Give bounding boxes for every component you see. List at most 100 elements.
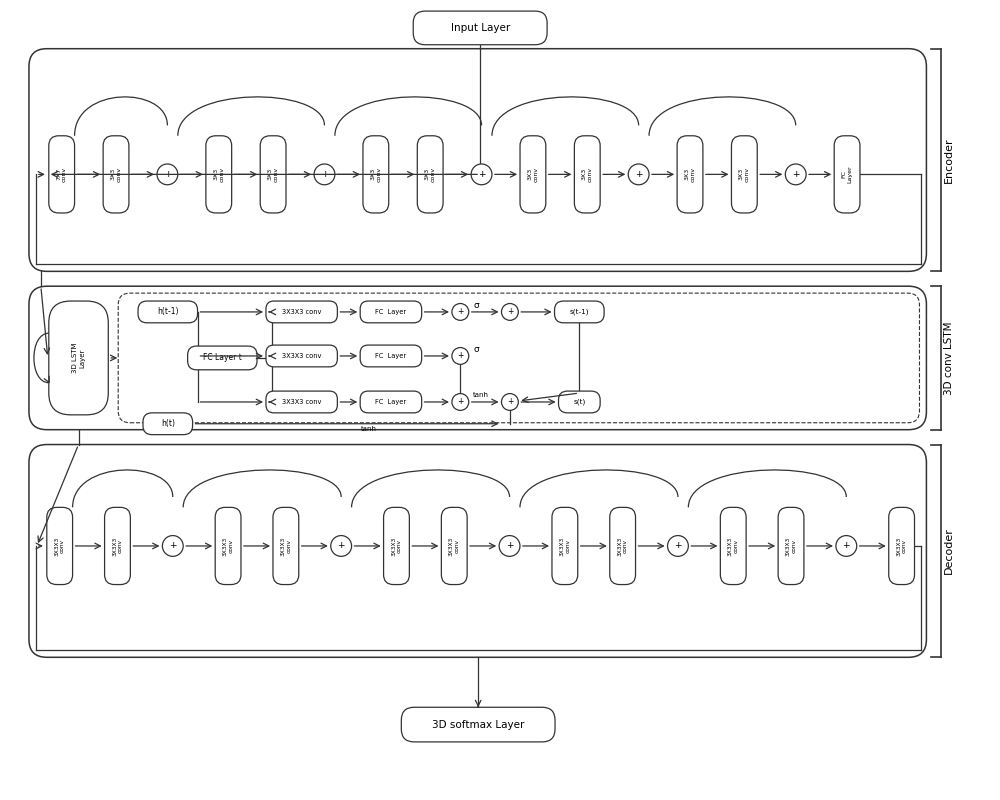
FancyBboxPatch shape [574,136,600,213]
Text: 3D LSTM
Layer: 3D LSTM Layer [72,342,85,373]
FancyBboxPatch shape [49,136,75,213]
Circle shape [785,164,806,185]
Text: +: + [506,542,513,550]
Text: h(t): h(t) [161,419,175,428]
Text: s(t): s(t) [573,398,585,406]
Circle shape [501,303,518,320]
Circle shape [452,347,469,364]
FancyBboxPatch shape [266,345,337,367]
Circle shape [836,535,857,556]
FancyBboxPatch shape [29,445,926,658]
FancyBboxPatch shape [47,507,73,585]
Text: +: + [164,170,171,179]
FancyBboxPatch shape [720,507,746,585]
Text: Decoder: Decoder [944,527,954,574]
Text: 3X3
conv: 3X3 conv [739,167,750,182]
Text: 3X3
conv: 3X3 conv [213,167,224,182]
Text: +: + [169,542,177,550]
Text: FC  Layer: FC Layer [375,353,406,359]
Circle shape [499,535,520,556]
Text: FC
Layer: FC Layer [842,166,852,183]
FancyBboxPatch shape [29,49,926,271]
Text: s(t-1): s(t-1) [570,309,589,315]
FancyBboxPatch shape [266,391,337,413]
Text: +: + [457,351,464,361]
Text: 3X3X3 conv: 3X3X3 conv [282,399,321,405]
Text: 3X3X3 conv: 3X3X3 conv [282,353,321,359]
Text: FC  Layer: FC Layer [375,399,406,405]
Text: 3X3
conv: 3X3 conv [425,167,436,182]
Text: h(t-1): h(t-1) [157,307,179,317]
Text: σ: σ [473,301,479,310]
Circle shape [501,394,518,410]
Text: +: + [321,170,328,179]
FancyBboxPatch shape [677,136,703,213]
FancyBboxPatch shape [555,301,604,323]
Text: 3X3X3
conv: 3X3X3 conv [54,536,65,555]
FancyBboxPatch shape [363,136,389,213]
FancyBboxPatch shape [138,301,198,323]
FancyBboxPatch shape [413,11,547,45]
FancyBboxPatch shape [49,301,108,415]
Text: 3X3
conv: 3X3 conv [685,167,695,182]
Text: tanh: tanh [473,392,489,398]
Circle shape [628,164,649,185]
Text: 3X3
conv: 3X3 conv [370,167,381,182]
Text: +: + [635,170,642,179]
FancyBboxPatch shape [552,507,578,585]
FancyBboxPatch shape [889,507,915,585]
Text: tanh: tanh [361,426,377,432]
Circle shape [162,535,183,556]
Text: FC Layer t: FC Layer t [203,354,242,362]
FancyBboxPatch shape [520,136,546,213]
Text: +: + [792,170,799,179]
Text: 3X3X3
conv: 3X3X3 conv [786,536,796,555]
Text: +: + [478,170,485,179]
Text: 3D softmax Layer: 3D softmax Layer [432,719,524,730]
Circle shape [331,535,352,556]
Circle shape [668,535,688,556]
FancyBboxPatch shape [188,346,257,370]
Text: 3X3X3
conv: 3X3X3 conv [559,536,570,555]
FancyBboxPatch shape [610,507,636,585]
Text: 3X3X3 conv: 3X3X3 conv [282,309,321,315]
Text: 3X3X3
conv: 3X3X3 conv [728,536,739,555]
FancyBboxPatch shape [273,507,299,585]
FancyBboxPatch shape [417,136,443,213]
Text: 3X3X3
conv: 3X3X3 conv [391,536,402,555]
FancyBboxPatch shape [360,301,422,323]
FancyBboxPatch shape [401,707,555,742]
Text: +: + [507,307,513,317]
Text: +: + [843,542,850,550]
Text: σ: σ [473,345,479,354]
Circle shape [157,164,178,185]
FancyBboxPatch shape [206,136,232,213]
FancyBboxPatch shape [360,345,422,367]
Text: Input Layer: Input Layer [451,23,510,33]
Text: 3X3
conv: 3X3 conv [528,167,538,182]
Text: 7X7
conv: 7X7 conv [56,167,67,182]
FancyBboxPatch shape [103,136,129,213]
Text: FC  Layer: FC Layer [375,309,406,315]
FancyBboxPatch shape [29,286,926,430]
FancyBboxPatch shape [778,507,804,585]
Circle shape [452,394,469,410]
FancyBboxPatch shape [441,507,467,585]
Text: 3X3X3
conv: 3X3X3 conv [280,536,291,555]
Text: 3D conv LSTM: 3D conv LSTM [944,321,954,394]
FancyBboxPatch shape [266,301,337,323]
Circle shape [452,303,469,320]
FancyBboxPatch shape [731,136,757,213]
FancyBboxPatch shape [559,391,600,413]
FancyBboxPatch shape [834,136,860,213]
FancyBboxPatch shape [143,413,193,434]
Text: +: + [674,542,682,550]
Text: 3X3X3
conv: 3X3X3 conv [112,536,123,555]
Text: +: + [457,307,464,317]
Text: +: + [507,398,513,406]
FancyBboxPatch shape [105,507,130,585]
Text: 3X3X3
conv: 3X3X3 conv [896,536,907,555]
Circle shape [471,164,492,185]
Text: +: + [457,398,464,406]
FancyBboxPatch shape [215,507,241,585]
